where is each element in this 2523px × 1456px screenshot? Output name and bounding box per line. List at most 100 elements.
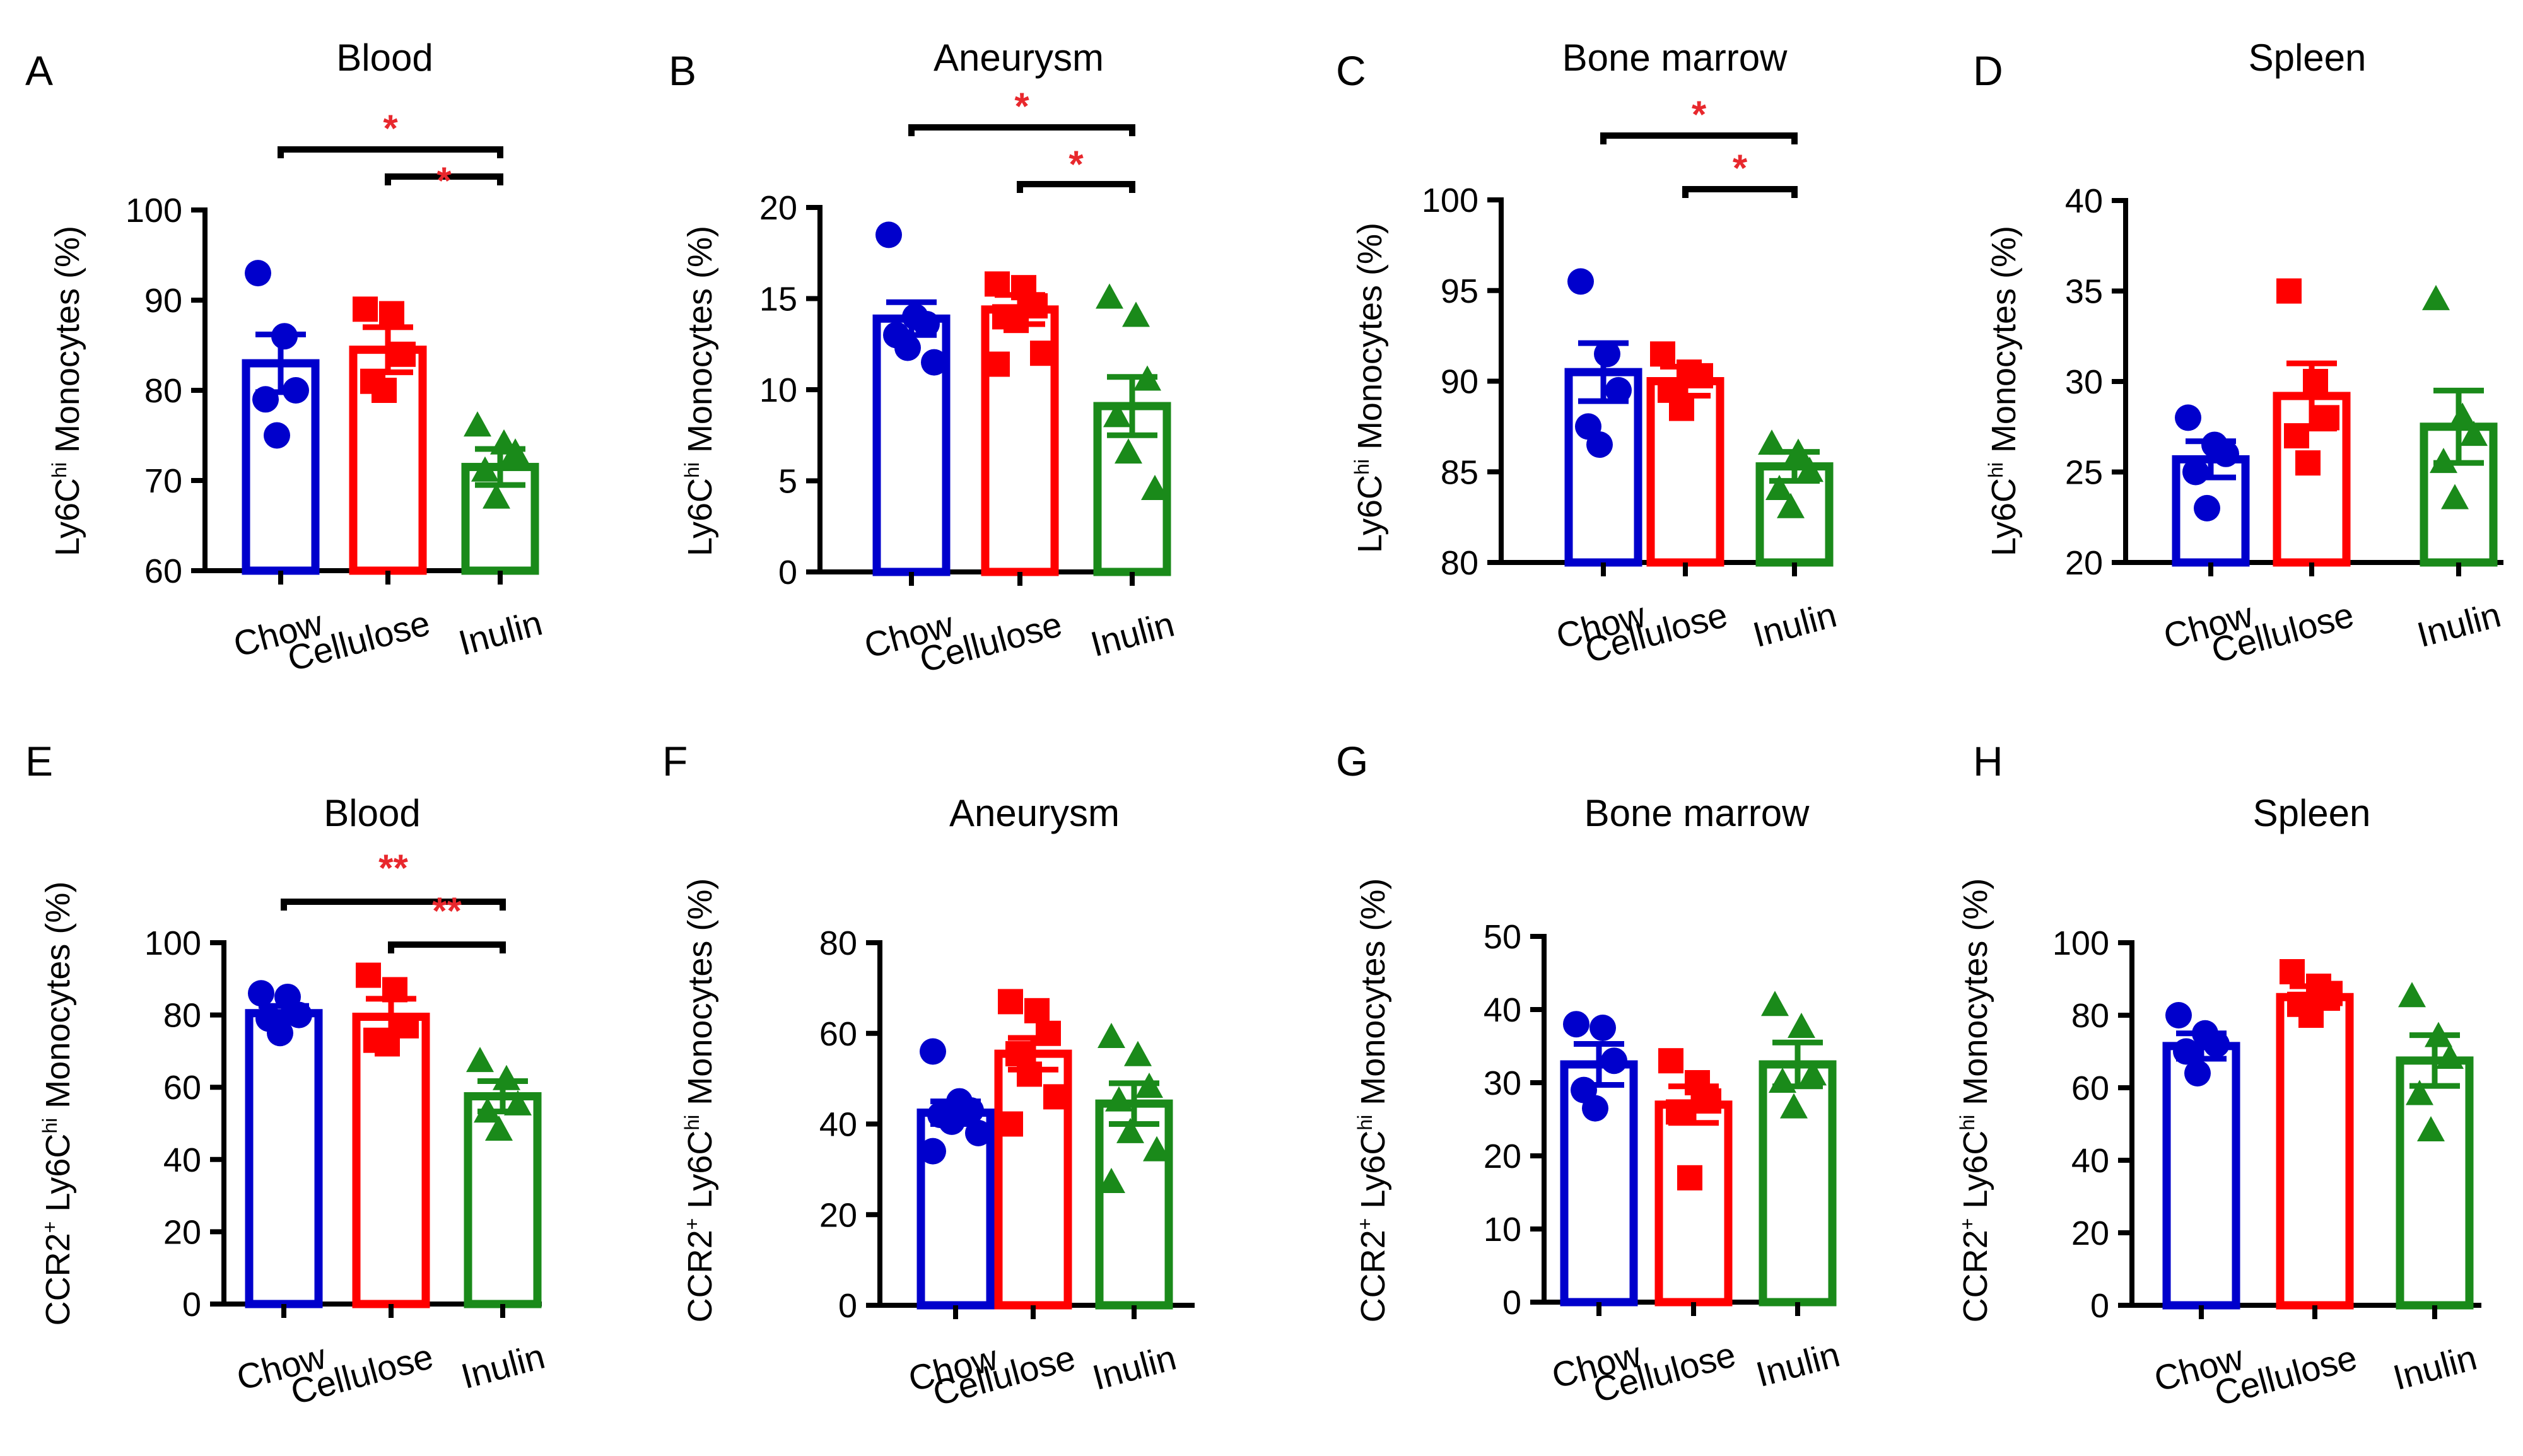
data-point [2182,458,2209,486]
y-tick-label: 0 [838,1287,857,1325]
data-point [466,1047,494,1073]
data-point [1004,308,1029,334]
y-axis-title-part: Monocytes (%) [1957,878,1994,1115]
data-point [2175,404,2201,431]
data-point [474,1097,501,1123]
significance-label: * [1733,147,1748,189]
y-tick-label: 10 [1484,1211,1521,1249]
y-axis-title-part: + [681,1218,703,1230]
y-tick-label: 25 [2065,454,2103,492]
y-axis-title: Ly6Chi Monocytes (%) [681,226,719,556]
data-point [2165,1002,2192,1028]
data-point [1601,1047,1627,1075]
y-axis-title-part: hi [1350,459,1373,475]
data-point [248,980,274,1007]
data-point [2213,440,2239,467]
significance-bracket [278,146,503,158]
data-point [1796,457,1823,482]
data-point [2398,982,2426,1008]
category-label: Inulin [1752,1334,1844,1395]
category-label: Inulin [1086,604,1178,665]
category-label: Inulin [2413,595,2505,655]
y-tick-label: 80 [2071,997,2109,1035]
y-tick-label: 0 [778,554,797,591]
y-axis-title-part: + [1956,1218,1979,1230]
y-tick-label: 35 [2065,273,2103,311]
data-point [1765,475,1793,500]
y-tick-label: 20 [163,1213,201,1251]
data-point [504,1090,532,1115]
significance-bracket [385,173,503,185]
data-point [375,1031,400,1057]
y-axis-title-part: Monocytes (%) [1985,226,2023,462]
data-point [1096,283,1123,309]
panel-title: Bone marrow [1584,792,1810,834]
panel-letter: G [1336,738,1368,784]
data-point [1777,492,1805,518]
panel-letter: E [25,738,53,784]
significance-bracket [388,941,506,953]
y-tick-label: 10 [759,371,797,409]
y-axis-title-part: + [1354,1218,1376,1230]
data-point [1043,1084,1068,1110]
data-point [1124,1040,1152,1066]
data-point [372,378,397,403]
y-axis-title-part: Monocytes (%) [39,882,77,1118]
y-tick-label: 20 [2065,544,2103,582]
y-tick-label: 80 [1441,544,1478,582]
y-axis-title-part: Ly6C [1957,1131,1994,1218]
significance-label: * [1068,143,1084,185]
category-label: Inulin [2389,1337,2481,1398]
data-point [1696,1088,1721,1114]
panel-letter: B [669,47,696,94]
data-point [2425,1022,2452,1047]
significance-label: * [1692,93,1707,136]
y-axis-title-part: Ly6C [1985,478,2023,556]
data-point [2173,1038,2199,1065]
significance-bracket [281,899,506,911]
panel-F: F Aneurysm CCR2+ Ly6Chi Monocytes (%) 0 20 40… [662,738,1195,1413]
y-tick-label: 60 [163,1069,201,1107]
data-point [1141,474,1169,500]
data-point [2284,423,2309,449]
y-axis-title-part: hi [1354,1115,1376,1131]
bar-cellulose [2276,993,2354,1310]
y-tick-label: 20 [759,189,797,227]
panel-title: Aneurysm [934,37,1104,79]
y-axis-title-part: hi [38,1118,61,1134]
y-tick-label: 60 [144,552,182,590]
significance-bracket [1017,181,1135,193]
data-point [264,422,290,449]
y-axis-title: CCR2+ Ly6Chi Monocytes (%) [1354,878,1392,1323]
y-tick-label: 100 [1422,182,1478,219]
panel-title: Bone marrow [1562,37,1788,79]
data-point [985,351,1010,377]
data-point [493,1064,520,1090]
y-axis-title-part: hi [681,1115,703,1131]
y-tick-label: 20 [1484,1138,1521,1175]
y-tick-label: 100 [144,924,201,962]
bar-chow [245,1009,323,1308]
data-point [252,386,279,413]
data-point [483,483,510,509]
y-tick-label: 80 [144,372,182,410]
y-axis-title-part: Monocytes (%) [1351,223,1389,459]
y-axis-title-part: hi [48,462,71,478]
data-point [286,1001,312,1028]
data-point [2460,421,2488,446]
data-point [1103,402,1131,428]
data-point [2436,1044,2464,1069]
panel-letter: C [1336,47,1366,94]
data-point [1799,1060,1827,1086]
data-point [2298,1003,2324,1028]
y-axis-title-part: CCR2 [681,1230,719,1322]
y-tick-label: 70 [144,462,182,500]
data-point [2430,448,2457,474]
data-point [920,1138,946,1165]
data-point [1135,1073,1163,1098]
data-point [464,411,491,437]
data-point [1594,341,1620,368]
data-point [2417,1116,2445,1141]
y-tick-label: 40 [819,1106,857,1144]
